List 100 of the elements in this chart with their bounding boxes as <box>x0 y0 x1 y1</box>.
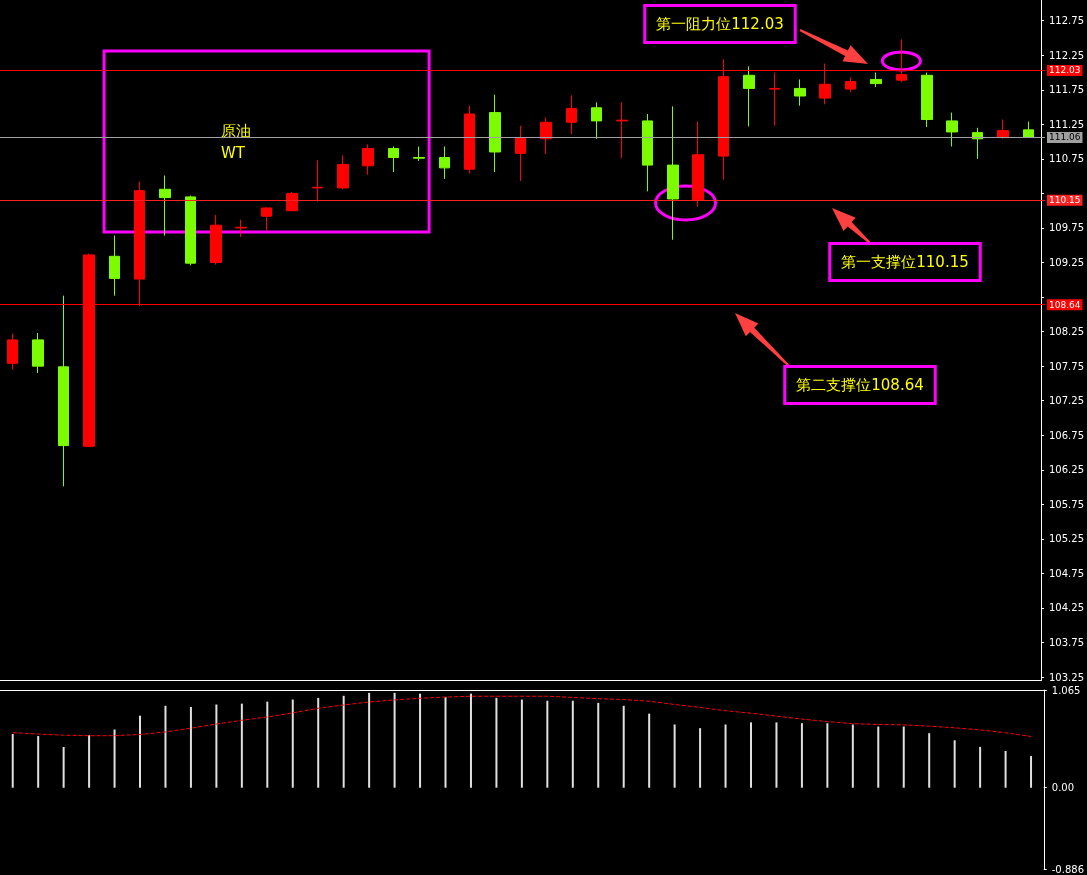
y-tick-label: 108.25 <box>1049 326 1085 338</box>
y-tick-label: -0.886 <box>1051 863 1085 875</box>
bar <box>88 735 91 788</box>
candlestick <box>667 105 679 241</box>
bar <box>139 715 142 788</box>
y-tick-label: 0.00 <box>1051 782 1075 794</box>
bar <box>1004 751 1007 788</box>
bar <box>673 724 676 788</box>
bar <box>775 722 778 788</box>
ref-line-label: 110.15 <box>1049 195 1081 206</box>
bar <box>902 726 905 788</box>
candlestick <box>769 72 780 127</box>
bar <box>495 697 498 788</box>
bar <box>37 736 40 788</box>
candlestick <box>337 154 349 190</box>
y-tick-label: 105.75 <box>1049 498 1085 510</box>
bar <box>291 699 294 788</box>
y-tick-label: 107.25 <box>1049 395 1085 407</box>
bar <box>189 706 192 788</box>
candlestick <box>210 214 222 266</box>
y-tick-label: 110.75 <box>1049 153 1085 165</box>
bar <box>266 701 269 788</box>
bar <box>851 724 854 788</box>
bar <box>342 695 345 788</box>
bar <box>368 692 371 788</box>
bar <box>597 702 600 788</box>
y-tick-label: 104.75 <box>1049 567 1085 579</box>
candlestick <box>642 113 653 192</box>
candlestick <box>743 65 755 127</box>
candlestick <box>515 125 526 182</box>
candlestick <box>109 235 120 297</box>
y-tick-label: 111.75 <box>1049 84 1085 96</box>
annotation: 第二支撑位108.64 <box>796 376 924 394</box>
bar <box>215 704 218 788</box>
bar <box>62 746 65 788</box>
candlestick <box>997 119 1009 140</box>
annotation: 第一支撑位110.15 <box>841 253 969 271</box>
y-tick-label: 112.75 <box>1049 15 1085 27</box>
bar <box>928 733 931 788</box>
candlestick <box>566 94 577 135</box>
line-series <box>12 695 1032 738</box>
bar <box>164 705 167 788</box>
bar <box>877 726 880 788</box>
bar <box>648 713 651 788</box>
candlestick <box>921 72 933 128</box>
candlestick <box>1023 121 1034 138</box>
ref-line-label: 111.06 <box>1049 132 1081 143</box>
bar <box>240 703 243 788</box>
candlestick <box>464 105 475 174</box>
candlestick <box>312 159 323 203</box>
candlestick <box>235 219 247 238</box>
bar <box>444 697 447 788</box>
candlestick <box>845 76 856 93</box>
bar <box>724 724 727 788</box>
candlestick <box>870 72 882 88</box>
y-tick-label: 109.75 <box>1049 222 1085 234</box>
bar <box>979 746 982 788</box>
ref-line-label: 112.03 <box>1049 65 1081 76</box>
y-tick-label: 109.25 <box>1049 257 1085 269</box>
y-tick-label: 106.75 <box>1049 429 1085 441</box>
ref-line-label: 108.64 <box>1049 299 1081 310</box>
bar <box>317 697 320 788</box>
bar <box>800 723 803 788</box>
candlestick <box>7 333 18 371</box>
candlestick <box>616 101 628 159</box>
candlestick <box>413 145 425 162</box>
y-tick-label: 111.25 <box>1049 118 1085 130</box>
candlestick <box>692 121 704 208</box>
candlestick <box>946 112 958 147</box>
candlestick <box>261 206 272 232</box>
candlestick <box>439 145 450 180</box>
candlestick <box>591 101 602 140</box>
bar <box>546 700 549 788</box>
bar <box>1030 756 1033 788</box>
y-tick-label: 104.25 <box>1049 602 1085 614</box>
candlestick <box>362 143 374 176</box>
candlestick <box>489 94 501 173</box>
candlestick <box>794 78 806 107</box>
bar <box>953 740 956 788</box>
bar <box>699 728 702 788</box>
y-tick-label: 1.065 <box>1051 684 1081 696</box>
y-tick-label: 103.75 <box>1049 636 1085 648</box>
annotation: 原油 WT <box>220 122 251 162</box>
y-tick-label: 105.25 <box>1049 533 1085 545</box>
candlestick <box>388 145 399 173</box>
candlestick <box>159 174 171 237</box>
bar <box>622 705 625 788</box>
bar <box>520 699 523 788</box>
bar <box>393 692 396 788</box>
bar <box>419 693 422 788</box>
candlestick <box>185 195 196 266</box>
bar <box>11 734 14 788</box>
candlestick <box>286 191 298 212</box>
bar <box>571 700 574 788</box>
y-tick-label: 106.25 <box>1049 464 1085 476</box>
candlestick <box>32 332 44 374</box>
bar <box>750 722 752 788</box>
y-tick-label: 107.75 <box>1049 360 1085 372</box>
bar <box>469 693 472 788</box>
candlestick <box>540 116 552 155</box>
